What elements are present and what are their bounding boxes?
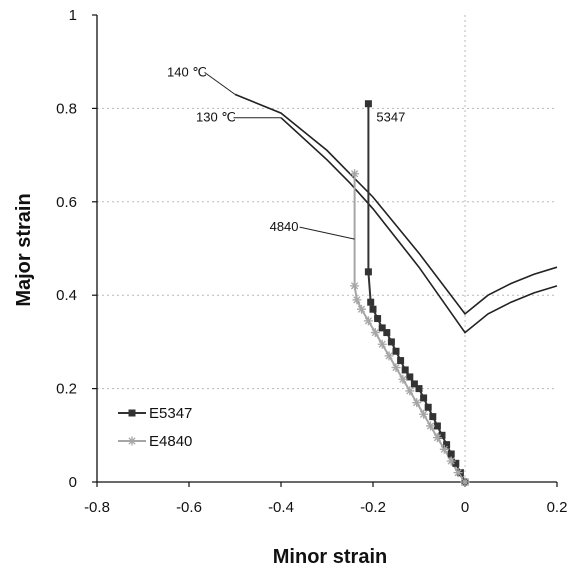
- star-marker: [363, 316, 373, 326]
- star-marker: [453, 468, 463, 478]
- star-marker: [391, 363, 401, 373]
- annotation-leader: [204, 71, 236, 95]
- square-marker: [415, 385, 423, 393]
- star-marker: [446, 456, 456, 466]
- square-marker: [369, 305, 377, 313]
- square-marker: [364, 100, 372, 108]
- square-marker: [397, 357, 405, 365]
- x-axis-title: Minor strain: [273, 546, 387, 568]
- x-tick-label: -0.8: [84, 499, 110, 516]
- square-marker: [374, 315, 382, 323]
- square-marker: [447, 450, 455, 458]
- square-marker: [128, 409, 136, 417]
- tick-labels: -0.8 -0.6 -0.4 -0.2 0 0.2 0 0.2 0.4 0.6 0.8 1: [56, 7, 567, 516]
- x-tick-label: -0.4: [268, 499, 294, 516]
- square-marker: [429, 413, 437, 421]
- x-tick-label: 0.2: [547, 499, 568, 516]
- star-marker: [370, 328, 380, 338]
- x-tick-label: -0.6: [176, 499, 202, 516]
- y-tick-label: 0.2: [56, 381, 77, 398]
- square-marker: [383, 329, 391, 337]
- square-marker: [401, 366, 409, 374]
- star-marker: [439, 444, 449, 454]
- star-marker: [460, 477, 470, 487]
- legend-label: E5347: [149, 405, 192, 422]
- y-tick-label: 0.8: [56, 100, 77, 117]
- star-marker: [357, 304, 366, 314]
- annotation-label: 140 ℃: [167, 64, 207, 79]
- annotation-label: 130 ℃: [196, 110, 236, 125]
- y-tick-label: 0.4: [56, 287, 77, 304]
- star-marker: [384, 351, 394, 361]
- star-marker: [352, 295, 362, 305]
- star-marker: [350, 281, 360, 291]
- series-markers: [350, 100, 470, 487]
- series-line-e4840: [353, 173, 466, 483]
- star-marker: [412, 398, 422, 408]
- square-marker: [452, 459, 460, 467]
- legend-label: E4840: [149, 433, 192, 450]
- star-marker: [127, 436, 137, 446]
- series-line-130: [280, 117, 558, 334]
- series-line-140: [234, 93, 558, 316]
- square-marker: [443, 441, 451, 449]
- y-axis-title: Major strain: [13, 193, 35, 306]
- x-tick-label: -0.2: [360, 499, 386, 516]
- y-tick-label: 1: [69, 7, 77, 24]
- annotation-leader: [299, 226, 355, 240]
- square-marker: [364, 268, 372, 276]
- y-tick-label: 0: [69, 474, 77, 491]
- axes: [92, 14, 558, 487]
- square-marker: [387, 338, 395, 346]
- star-marker: [419, 409, 429, 419]
- annotation-label: 4840: [270, 219, 299, 234]
- x-tick-label: 0: [461, 499, 469, 516]
- star-marker: [426, 421, 435, 431]
- series-line-e5347: [367, 103, 466, 483]
- series-lines: [234, 93, 558, 483]
- star-marker: [377, 339, 387, 349]
- square-marker: [378, 324, 386, 332]
- square-marker: [392, 347, 400, 355]
- star-marker: [350, 169, 360, 179]
- square-marker: [367, 298, 375, 306]
- square-marker: [420, 394, 428, 402]
- star-marker: [405, 386, 415, 396]
- square-marker: [438, 431, 446, 439]
- square-marker: [406, 373, 414, 381]
- square-marker: [433, 422, 441, 430]
- y-tick-label: 0.6: [56, 194, 77, 211]
- annotations: 140 ℃ 130 ℃ 5347 4840: [167, 64, 405, 240]
- star-marker: [398, 374, 408, 384]
- grid-lines: [97, 15, 557, 482]
- star-marker: [432, 433, 442, 443]
- square-marker: [424, 403, 432, 411]
- square-marker: [410, 380, 418, 388]
- annotation-label: 5347: [376, 110, 405, 125]
- legend: E5347 E4840: [118, 405, 192, 450]
